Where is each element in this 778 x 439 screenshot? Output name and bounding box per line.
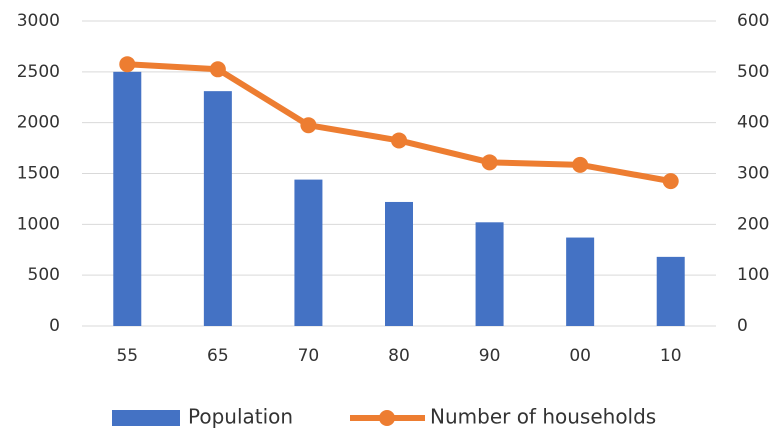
x-tick-label: 80	[388, 346, 410, 366]
y-tick-label: 0	[49, 316, 60, 336]
legend-marker	[379, 410, 395, 426]
line-marker	[119, 56, 136, 73]
line-marker	[300, 117, 317, 134]
line-marker	[662, 173, 679, 190]
y2-tick-label: 100	[737, 265, 769, 285]
y-tick-label: 500	[28, 265, 60, 285]
y-tick-label: 3000	[17, 11, 60, 31]
line-marker	[391, 132, 407, 149]
y2-tick-label: 400	[737, 113, 769, 133]
y2-tick-label: 200	[737, 214, 769, 234]
line-marker	[481, 154, 498, 171]
x-tick-label: 70	[298, 346, 320, 366]
y-tick-label: 1000	[17, 214, 60, 234]
bar	[475, 222, 504, 326]
y2-tick-label: 600	[737, 11, 769, 31]
bar	[566, 237, 595, 326]
bar	[385, 201, 413, 326]
y2-tick-label: 300	[737, 164, 769, 184]
legend-label: Population	[188, 405, 293, 429]
x-tick-label: 90	[479, 346, 501, 366]
x-tick-label: 65	[207, 346, 229, 366]
legend-swatch	[112, 410, 180, 426]
y-tick-label: 2500	[17, 62, 60, 82]
legend-label: Number of households	[430, 405, 656, 429]
bar	[113, 71, 142, 326]
y2-tick-label: 0	[737, 316, 748, 336]
y-tick-label: 1500	[17, 164, 60, 184]
x-tick-label: 10	[660, 346, 682, 366]
x-tick-label: 55	[116, 346, 138, 366]
y-tick-label: 2000	[17, 113, 60, 133]
bar	[294, 179, 323, 326]
x-tick-label: 00	[569, 346, 591, 366]
line-marker	[209, 61, 226, 78]
y2-tick-label: 500	[737, 62, 769, 82]
bar	[203, 91, 232, 327]
bar	[656, 256, 685, 326]
line-marker	[572, 156, 589, 173]
